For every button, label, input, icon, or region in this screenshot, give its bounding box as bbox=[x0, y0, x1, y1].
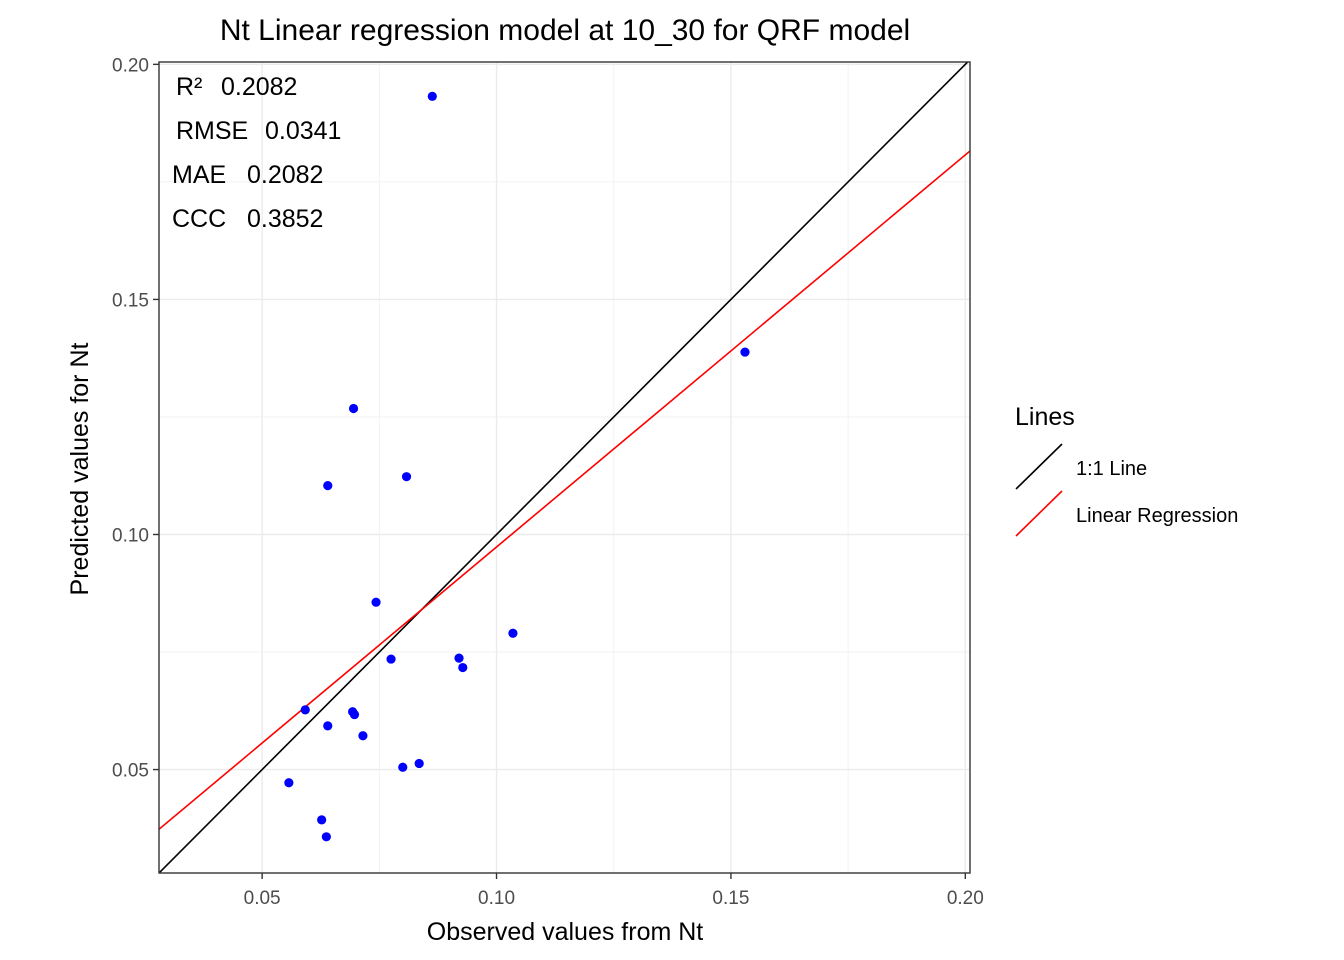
y-tick-label: 0.05 bbox=[112, 761, 149, 782]
data-point bbox=[323, 721, 333, 731]
data-point bbox=[349, 709, 360, 720]
stat-label: R² bbox=[176, 73, 202, 101]
data-point bbox=[458, 662, 468, 673]
data-point bbox=[454, 653, 464, 663]
stat-label: MAE bbox=[172, 161, 226, 189]
stat-value: 0.3852 bbox=[247, 205, 323, 233]
x-tick-label: 0.20 bbox=[947, 888, 984, 909]
data-point bbox=[414, 758, 424, 769]
legend-key bbox=[1015, 490, 1063, 537]
1-1-line-line bbox=[159, 62, 969, 873]
y-tick-label: 0.10 bbox=[112, 525, 149, 546]
stat-value: 0.0341 bbox=[265, 117, 341, 145]
data-point bbox=[321, 832, 331, 842]
data-point bbox=[300, 705, 310, 715]
major-gridlines bbox=[159, 62, 970, 873]
data-point bbox=[427, 91, 437, 101]
stat-label: RMSE bbox=[176, 117, 248, 145]
x-tick-label: 0.10 bbox=[478, 888, 515, 909]
linear-regression-line bbox=[159, 150, 970, 830]
data-point bbox=[317, 815, 327, 825]
data-point bbox=[284, 778, 294, 788]
legend-label: 1:1 Line bbox=[1076, 458, 1147, 480]
stats-annotations: R² 0.2082 RMSE 0.0341 MAE 0.2082 CCC 0.3852 bbox=[172, 73, 341, 233]
data-point bbox=[386, 654, 396, 664]
stat-label: CCC bbox=[172, 205, 226, 233]
stat-value: 0.2082 bbox=[221, 73, 297, 101]
legend-title: Lines bbox=[1015, 403, 1075, 431]
legend-label: Linear Regression bbox=[1076, 505, 1238, 527]
y-axis-title: Predicted values for Nt bbox=[66, 343, 94, 596]
plot-border bbox=[158, 61, 971, 874]
data-point bbox=[358, 731, 368, 741]
legend-key bbox=[1015, 443, 1063, 490]
data-point bbox=[348, 403, 359, 414]
data-point bbox=[398, 762, 408, 772]
y-tick-label: 0.20 bbox=[112, 55, 149, 76]
minor-gridlines bbox=[159, 62, 970, 873]
x-tick-label: 0.15 bbox=[712, 888, 749, 909]
reference-lines bbox=[159, 62, 970, 873]
data-point bbox=[508, 628, 518, 638]
x-axis-title: Observed values from Nt bbox=[427, 918, 704, 946]
x-axis-ticks: 0.05 0.10 0.15 0.20 bbox=[244, 873, 984, 909]
x-tick-label: 0.05 bbox=[244, 888, 281, 909]
data-point bbox=[401, 472, 412, 482]
chart-title: Nt Linear regression model at 10_30 for … bbox=[220, 14, 910, 47]
y-axis-ticks: 0.05 0.10 0.15 0.20 bbox=[112, 55, 159, 782]
legend: Lines 1:1 Line Linear Regression bbox=[1015, 403, 1238, 537]
data-point bbox=[371, 597, 381, 607]
data-point bbox=[323, 481, 333, 491]
stat-value: 0.2082 bbox=[247, 161, 323, 189]
data-point bbox=[740, 347, 750, 357]
data-points bbox=[284, 91, 750, 842]
y-tick-label: 0.15 bbox=[112, 290, 149, 311]
